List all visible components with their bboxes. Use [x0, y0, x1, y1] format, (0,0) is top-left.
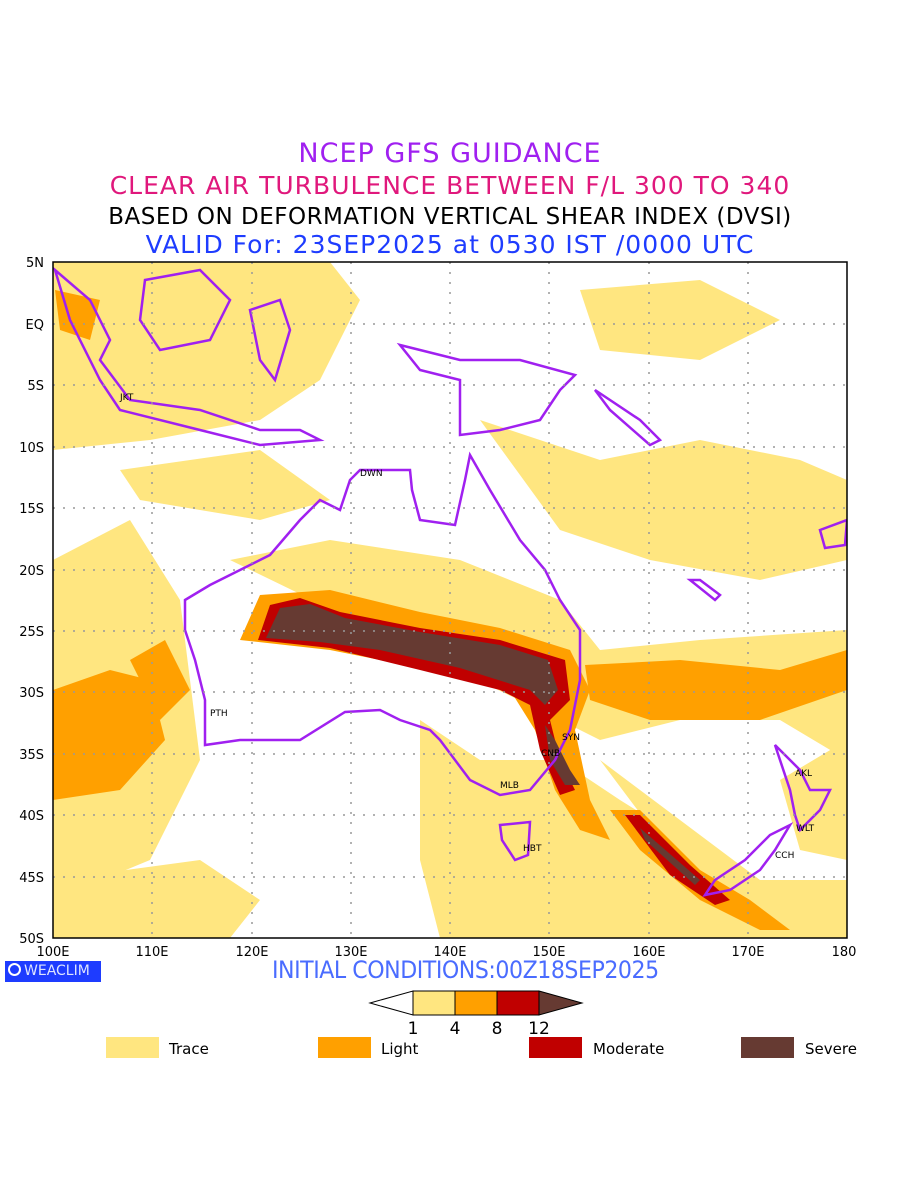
city-label: SYN	[562, 733, 580, 743]
colorbar-trace	[412, 990, 456, 1016]
lon-label: 170E	[731, 945, 764, 960]
weaclim-logo: WEACLIM	[5, 961, 101, 982]
logo-text: WEACLIM	[24, 963, 90, 979]
copyright-icon	[8, 963, 21, 976]
graticule	[53, 262, 847, 938]
colorbar: 1 4 8 12	[368, 990, 584, 1039]
coastlines	[53, 266, 847, 897]
legend-swatch-moderate	[529, 1037, 582, 1058]
colorbar-over-arrow	[538, 990, 584, 1016]
city-label: HBT	[523, 844, 542, 854]
sulawesi-coast	[248, 298, 292, 383]
legend-label-light: Light	[381, 1040, 419, 1058]
severe-areas	[266, 604, 700, 885]
title-model: NCEP GFS GUIDANCE	[298, 138, 602, 169]
city-label: JKT	[119, 393, 134, 403]
legend-swatch-light	[318, 1037, 371, 1058]
australia-coast	[183, 451, 582, 797]
city-label: MLB	[500, 781, 519, 791]
tasmania-coast	[498, 820, 532, 862]
lon-label: 180	[832, 945, 857, 960]
lat-label: 50S	[19, 932, 44, 947]
colorbar-under-arrow	[368, 990, 414, 1016]
title-product: CLEAR AIR TURBULENCE BETWEEN F/L 300 TO …	[109, 171, 791, 200]
map-frame	[52, 261, 848, 939]
lon-label: 140E	[433, 945, 466, 960]
colorbar-tick: 12	[528, 1019, 550, 1039]
initial-conditions: INITIAL CONDITIONS:00Z18SEP2025	[272, 956, 659, 984]
lat-label: EQ	[26, 318, 44, 333]
legend-swatch-severe	[741, 1037, 794, 1058]
colorbar-tick: 1	[408, 1019, 419, 1039]
lon-label: 100E	[36, 945, 69, 960]
legend-label-moderate: Moderate	[593, 1040, 665, 1058]
lon-label: 130E	[334, 945, 367, 960]
title-valid-time: VALID For: 23SEP2025 at 0530 IST /0000 U…	[145, 230, 755, 259]
lon-label: 120E	[235, 945, 268, 960]
lat-label: 5N	[26, 256, 44, 271]
lon-label: 160E	[632, 945, 665, 960]
city-label: DWN	[360, 469, 383, 479]
lat-label: 5S	[27, 379, 44, 394]
lat-label: 30S	[19, 686, 44, 701]
colorbar-light	[454, 990, 498, 1016]
legend-label-trace: Trace	[169, 1040, 209, 1058]
city-label: CNB	[541, 749, 560, 759]
title-method: BASED ON DEFORMATION VERTICAL SHEAR INDE…	[108, 204, 792, 230]
legend-label-severe: Severe	[805, 1040, 857, 1058]
lat-label: 45S	[19, 871, 44, 886]
sumatra-java-coast	[53, 266, 325, 447]
city-label: AKL	[795, 769, 812, 779]
legend-swatch-trace	[106, 1037, 159, 1058]
lat-label: 15S	[19, 502, 44, 517]
colorbar-tick: 8	[492, 1019, 503, 1039]
colorbar-moderate	[496, 990, 540, 1016]
colorbar-tick: 4	[450, 1019, 461, 1039]
lat-label: 40S	[19, 809, 44, 824]
city-label: CCH	[775, 851, 794, 861]
lon-label: 150E	[532, 945, 565, 960]
borneo-coast	[138, 268, 232, 352]
city-label: PTH	[210, 709, 228, 719]
city-label: WLT	[796, 824, 815, 834]
new-guinea-coast	[396, 342, 578, 437]
lat-label: 20S	[19, 564, 44, 579]
turbulence-map: JKT DWN PTH SYN CNB MLB HBT AKL WLT CCH …	[19, 256, 857, 960]
new-zealand-north-coast	[773, 744, 833, 833]
lat-label: 25S	[19, 625, 44, 640]
lat-label: 10S	[19, 441, 44, 456]
lon-label: 110E	[135, 945, 168, 960]
new-zealand-south-coast	[702, 821, 794, 897]
lat-label: 35S	[19, 748, 44, 763]
